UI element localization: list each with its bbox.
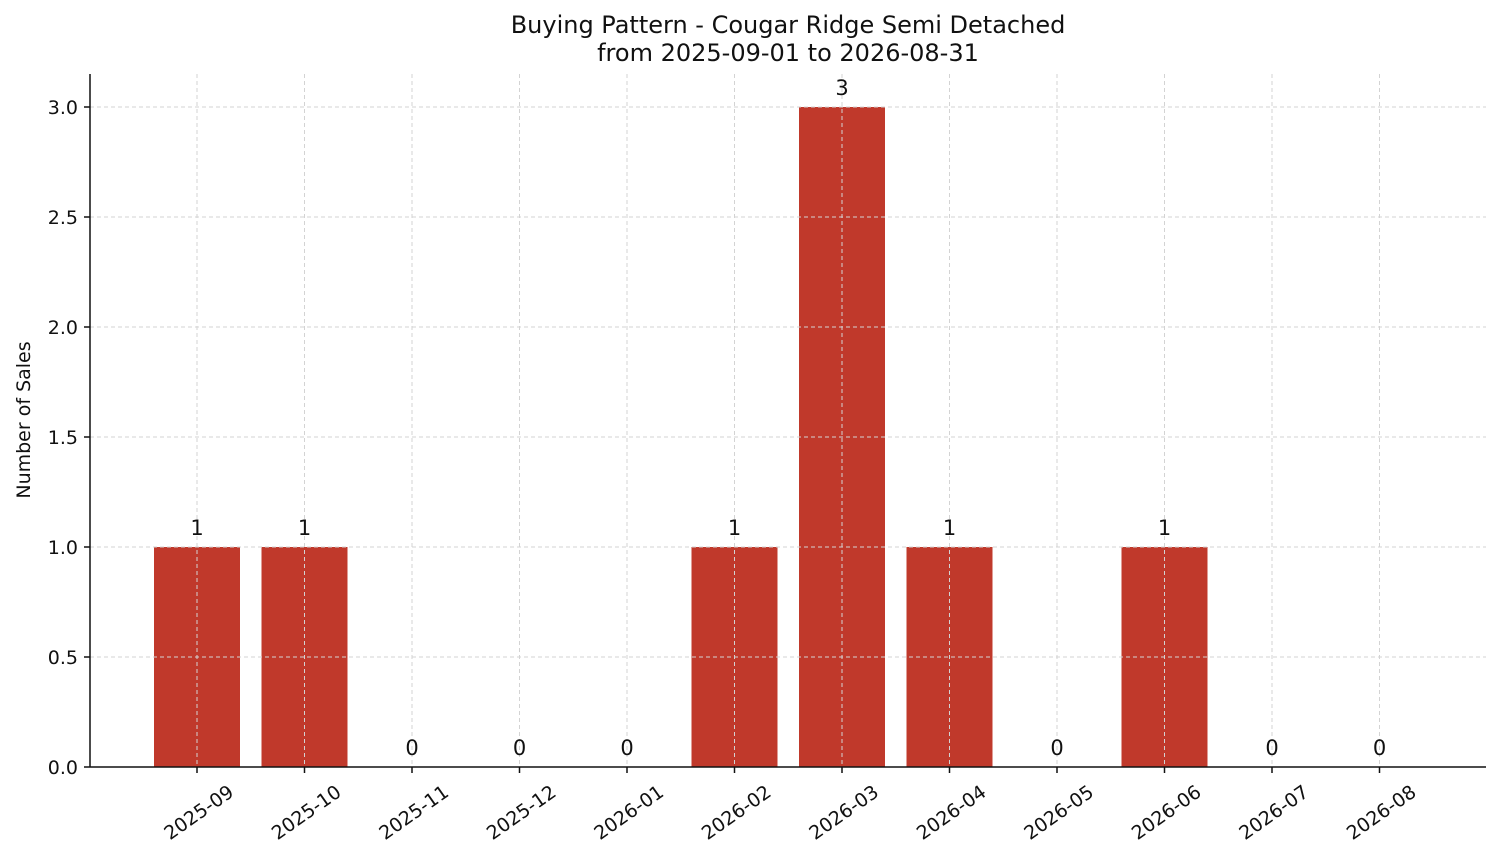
y-tick-label: 2.5 bbox=[48, 207, 78, 229]
x-tick-label: 2026-05 bbox=[1020, 781, 1098, 845]
x-tick-label: 2025-12 bbox=[483, 781, 561, 845]
chart-subtitle: from 2025-09-01 to 2026-08-31 bbox=[597, 39, 979, 67]
y-tick-label: 1.5 bbox=[48, 427, 78, 449]
y-tick-label: 3.0 bbox=[48, 97, 78, 119]
data-label-2026-04: 1 bbox=[943, 516, 956, 540]
data-label-2026-05: 0 bbox=[1050, 736, 1063, 760]
x-axis-ticks: 2025-09 2025-10 2025-11 2025-12 2026-01 2026-… bbox=[160, 767, 1420, 845]
x-tick-label: 2026-06 bbox=[1128, 781, 1206, 845]
data-label-2026-06: 1 bbox=[1158, 516, 1171, 540]
data-label-2025-12: 0 bbox=[513, 736, 526, 760]
chart-title: Buying Pattern - Cougar Ridge Semi Detac… bbox=[511, 11, 1066, 39]
x-tick-label: 2026-08 bbox=[1343, 781, 1421, 845]
data-label-2026-08: 0 bbox=[1373, 736, 1386, 760]
data-label-2025-09: 1 bbox=[190, 516, 203, 540]
x-tick-label: 2025-10 bbox=[268, 781, 346, 845]
x-tick-label: 2025-09 bbox=[160, 781, 238, 845]
x-tick-label: 2026-03 bbox=[805, 781, 883, 845]
data-label-2025-11: 0 bbox=[405, 736, 418, 760]
data-label-2026-01: 0 bbox=[620, 736, 633, 760]
y-tick-label: 1.0 bbox=[48, 537, 78, 559]
x-tick-label: 2025-11 bbox=[375, 781, 453, 845]
data-label-2026-07: 0 bbox=[1265, 736, 1278, 760]
data-label-2026-03: 3 bbox=[835, 76, 848, 100]
data-label-2025-10: 1 bbox=[298, 516, 311, 540]
x-tick-label: 2026-02 bbox=[698, 781, 776, 845]
y-tick-label: 0.0 bbox=[48, 757, 78, 779]
y-axis-label: Number of Sales bbox=[13, 341, 35, 498]
x-tick-label: 2026-04 bbox=[913, 781, 991, 845]
data-labels: 1 1 0 0 0 1 3 1 0 1 0 0 bbox=[190, 76, 1386, 760]
y-axis-ticks: 0.0 0.5 1.0 1.5 2.0 2.5 3.0 bbox=[48, 97, 90, 779]
x-tick-label: 2026-01 bbox=[590, 781, 668, 845]
y-tick-label: 2.0 bbox=[48, 317, 78, 339]
x-tick-label: 2026-07 bbox=[1235, 781, 1313, 845]
axes bbox=[89, 74, 1486, 768]
data-label-2026-02: 1 bbox=[728, 516, 741, 540]
y-tick-label: 0.5 bbox=[48, 647, 78, 669]
